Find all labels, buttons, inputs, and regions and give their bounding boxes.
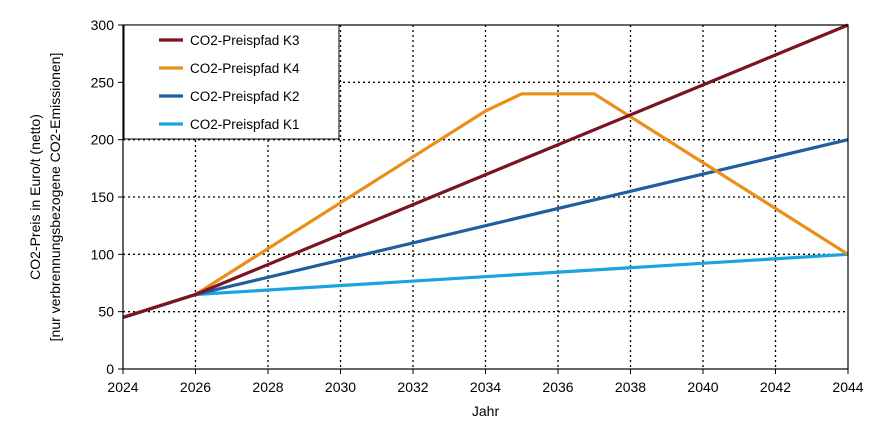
legend-entry-label: CO2-Preispfad K2 bbox=[190, 89, 300, 104]
x-axis-title: Jahr bbox=[472, 403, 500, 419]
legend-box bbox=[123, 24, 340, 140]
y-tick-label: 250 bbox=[91, 74, 115, 90]
x-tick-label: 2028 bbox=[252, 379, 283, 395]
y-axis-title-line2: [nur verbrennungsbezogene CO2-Emissionen… bbox=[47, 53, 63, 342]
x-tick-label: 2024 bbox=[107, 379, 138, 395]
y-tick-label: 200 bbox=[91, 132, 115, 148]
legend-entry-label: CO2-Preispfad K1 bbox=[190, 117, 300, 132]
x-tick-label: 2040 bbox=[687, 379, 718, 395]
x-tick-label: 2034 bbox=[470, 379, 501, 395]
x-axis-ticks: 2024 2026 2028 2030 2032 2034 2036 2038 2040 2042… bbox=[107, 369, 864, 395]
x-tick-label: 2032 bbox=[397, 379, 428, 395]
y-tick-label: 50 bbox=[98, 304, 114, 320]
legend-entry-label: CO2-Preispfad K3 bbox=[190, 33, 300, 48]
y-tick-label: 0 bbox=[106, 361, 114, 377]
y-tick-label: 100 bbox=[91, 246, 115, 262]
y-tick-label: 300 bbox=[91, 17, 115, 33]
x-tick-label: 2036 bbox=[542, 379, 573, 395]
y-axis-title-line1: CO2-Preis in Euro/t (netto) bbox=[27, 114, 43, 280]
grid-lines bbox=[123, 25, 848, 369]
x-tick-label: 2026 bbox=[180, 379, 211, 395]
x-tick-label: 2042 bbox=[760, 379, 791, 395]
y-axis-title: CO2-Preis in Euro/t (netto) [nur verbren… bbox=[27, 53, 63, 342]
x-tick-label: 2030 bbox=[325, 379, 356, 395]
x-tick-label: 2044 bbox=[832, 379, 863, 395]
y-axis-ticks: 0 50 100 150 200 250 300 bbox=[91, 17, 123, 377]
legend-entry-label: CO2-Preispfad K4 bbox=[190, 61, 300, 76]
series-lines bbox=[122, 23, 849, 319]
series-line bbox=[122, 23, 849, 319]
legend: CO2-Preispfad K3 CO2-Preispfad K4 CO2-Prei… bbox=[123, 24, 340, 140]
y-tick-label: 150 bbox=[91, 189, 115, 205]
x-tick-label: 2038 bbox=[615, 379, 646, 395]
